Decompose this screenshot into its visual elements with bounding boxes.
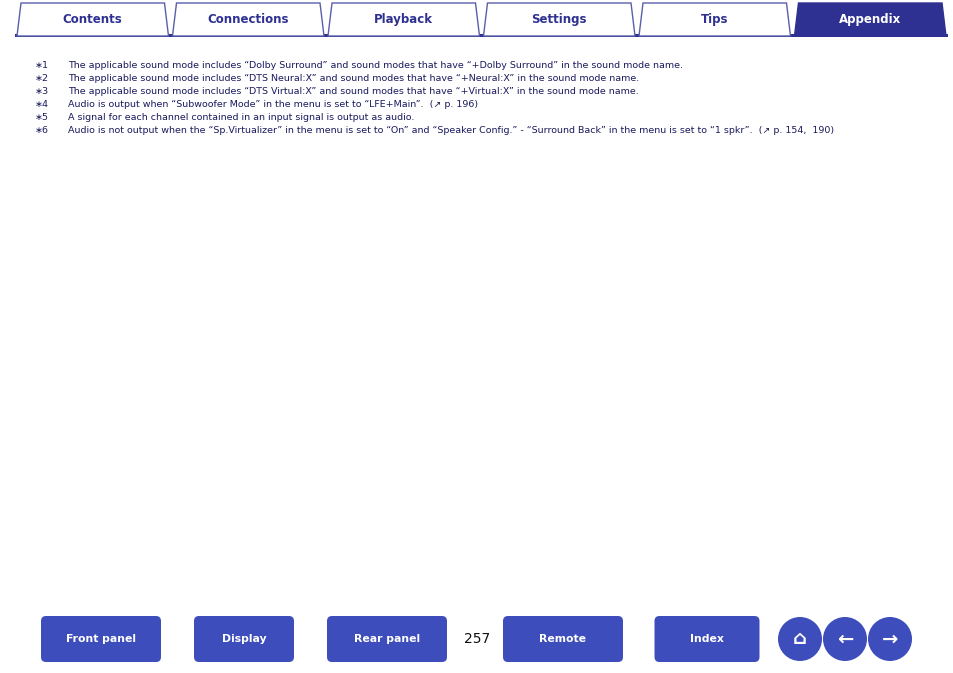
Text: Index: Index [689,634,723,644]
Polygon shape [794,3,945,36]
Text: ∗3: ∗3 [35,87,49,96]
Text: ⌂: ⌂ [792,629,806,649]
Text: Contents: Contents [63,13,123,26]
Text: ∗1: ∗1 [35,61,49,70]
Polygon shape [639,3,790,36]
Text: Display: Display [221,634,266,644]
Circle shape [867,617,911,661]
Polygon shape [328,3,479,36]
Circle shape [778,617,821,661]
Bar [15,34,947,37]
Text: Remote: Remote [539,634,586,644]
Text: Rear panel: Rear panel [354,634,419,644]
Text: Playback: Playback [374,13,433,26]
Text: Connections: Connections [208,13,289,26]
Text: →: → [881,629,897,649]
FancyBboxPatch shape [654,616,759,662]
Text: Settings: Settings [531,13,586,26]
Text: 257: 257 [463,632,490,646]
Polygon shape [172,3,324,36]
Text: ∗2: ∗2 [35,74,49,83]
Text: Appendix: Appendix [839,13,901,26]
Text: ←: ← [836,629,852,649]
FancyBboxPatch shape [502,616,622,662]
Text: The applicable sound mode includes “DTS Neural:X” and sound modes that have “+Ne: The applicable sound mode includes “DTS … [68,74,639,83]
Text: A signal for each channel contained in an input signal is output as audio.: A signal for each channel contained in a… [68,113,414,122]
Polygon shape [17,3,169,36]
Text: Tips: Tips [700,13,728,26]
Text: ∗6: ∗6 [35,126,49,135]
Circle shape [822,617,866,661]
Text: Audio is not output when the “Sp.Virtualizer” in the menu is set to “On” and “Sp: Audio is not output when the “Sp.Virtual… [68,126,833,135]
Text: Front panel: Front panel [66,634,136,644]
Polygon shape [483,3,635,36]
FancyBboxPatch shape [193,616,294,662]
FancyBboxPatch shape [41,616,161,662]
Text: ∗4: ∗4 [35,100,49,109]
Text: The applicable sound mode includes “Dolby Surround” and sound modes that have “+: The applicable sound mode includes “Dolb… [68,61,682,70]
FancyBboxPatch shape [327,616,447,662]
Text: Audio is output when “Subwoofer Mode” in the menu is set to “LFE+Main”.  (↗ p. 1: Audio is output when “Subwoofer Mode” in… [68,100,477,109]
Text: The applicable sound mode includes “DTS Virtual:X” and sound modes that have “+V: The applicable sound mode includes “DTS … [68,87,639,96]
Text: ∗5: ∗5 [35,113,49,122]
